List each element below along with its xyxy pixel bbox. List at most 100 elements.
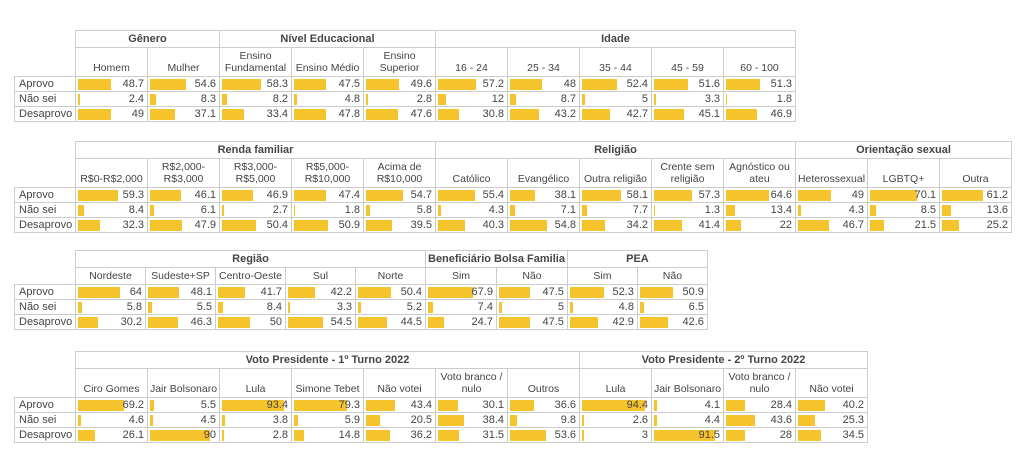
value-cell: 58.1	[579, 187, 652, 203]
value-bar	[366, 190, 403, 201]
value-cell: 48.1	[145, 284, 216, 300]
value-bar	[510, 415, 517, 426]
value-cell: 40.3	[435, 217, 508, 233]
value-bar	[654, 430, 716, 441]
column-header: Homem	[75, 47, 148, 77]
value-text: 43.6	[770, 414, 792, 426]
value-text: 91.5	[698, 429, 720, 441]
group-header: Nível Educacional	[219, 30, 436, 48]
column-header: Outra religião	[579, 158, 652, 188]
value-text: 9.8	[560, 414, 576, 426]
value-bar	[582, 220, 605, 231]
value-text: 47.9	[194, 219, 216, 231]
value-cell: 5	[579, 91, 652, 107]
value-cell: 7.4	[425, 299, 497, 315]
value-text: 20.5	[410, 414, 432, 426]
value-text: 53.6	[554, 429, 576, 441]
table-row: Não sei 8.4 6.1 2.7 1.8 5.8 4.3 7.1 7.7 1.3 13.4 4.…	[14, 202, 1012, 218]
value-bar	[942, 205, 952, 216]
value-bar	[294, 79, 326, 90]
value-cell: 90	[147, 427, 220, 443]
value-text: 48	[563, 78, 576, 90]
corner-cell	[15, 251, 76, 285]
column-header: Não votei	[363, 368, 436, 398]
group-header: Renda familiar	[75, 141, 436, 159]
value-bar	[654, 190, 693, 201]
value-cell: 2.6	[579, 412, 652, 428]
value-text: 13.6	[986, 204, 1008, 216]
column-header: R$2,000-R$3,000	[147, 158, 220, 188]
value-bar	[148, 287, 180, 298]
value-cell: 91.5	[651, 427, 724, 443]
value-text: 5.8	[126, 301, 142, 313]
value-bar	[569, 287, 604, 298]
value-cell: 22	[723, 217, 796, 233]
table-renda-religiao-orientacao: Renda familiar Religião Orientação sexual R…	[14, 141, 1012, 233]
value-text: 3	[641, 429, 648, 441]
value-text: 46.9	[266, 189, 288, 201]
column-header: Não votei	[795, 368, 868, 398]
table-row: Não sei 2.4 8.3 8.2 4.8 2.8 12 8.7 5 3.3 1.8	[14, 91, 796, 107]
value-text: 3.3	[336, 301, 352, 313]
value-text: 50.4	[400, 286, 422, 298]
column-header: Ensino Superior	[363, 47, 436, 77]
value-cell: 2.8	[363, 91, 436, 107]
value-cell: 46.9	[219, 187, 292, 203]
value-bar	[222, 220, 256, 231]
value-cell: 51.3	[723, 76, 796, 92]
value-bar	[78, 94, 80, 105]
column-header: Lula	[579, 368, 652, 398]
column-header: R$3,000-R$5,000	[219, 158, 292, 188]
value-bar	[78, 430, 96, 441]
group-header: Religião	[435, 141, 796, 159]
value-bar	[148, 302, 152, 313]
table-block-voto-presidente: Voto Presidente - 1º Turno 2022 Voto Pres…	[14, 351, 868, 443]
value-bar	[150, 94, 156, 105]
value-text: 5.5	[196, 301, 212, 313]
value-cell: 8.2	[219, 91, 292, 107]
value-text: 8.5	[920, 204, 936, 216]
value-cell: 12	[435, 91, 508, 107]
value-text: 42.9	[612, 316, 634, 328]
table-row: Aprovo 69.2 5.5 93.4 79.3 43.4 30.1 36.6 94.4 4.1…	[14, 397, 868, 413]
value-bar	[438, 430, 460, 441]
value-cell: 50.9	[636, 284, 708, 300]
value-bar	[294, 220, 328, 231]
value-cell: 4.6	[75, 412, 148, 428]
group-header: Idade	[435, 30, 796, 48]
value-bar	[358, 317, 387, 328]
value-cell: 8.5	[867, 202, 940, 218]
value-bar	[218, 287, 246, 298]
row-label: Desaprovo	[14, 427, 76, 443]
column-header: Sim	[425, 267, 497, 285]
value-bar	[150, 79, 187, 90]
value-cell: 38.4	[435, 412, 508, 428]
value-text: 41.4	[698, 219, 720, 231]
value-bar	[654, 109, 685, 120]
value-bar	[150, 190, 181, 201]
value-text: 70.1	[914, 189, 936, 201]
value-cell: 64	[75, 284, 146, 300]
value-bar	[582, 415, 584, 426]
value-bar	[222, 400, 285, 411]
value-cell: 25.2	[939, 217, 1012, 233]
value-cell: 94.4	[579, 397, 652, 413]
value-bar	[366, 94, 368, 105]
value-cell: 4.1	[651, 397, 724, 413]
value-bar	[218, 302, 224, 313]
value-bar	[366, 415, 380, 426]
value-cell: 4.4	[651, 412, 724, 428]
value-text: 4.3	[848, 204, 864, 216]
value-bar	[366, 220, 393, 231]
table-row: Aprovo 64 48.1 41.7 42.2 50.4 67.9 47.5 52.3 50.9	[14, 284, 708, 300]
column-header: Acima de R$10,000	[363, 158, 436, 188]
value-bar	[78, 287, 120, 298]
value-bar	[726, 205, 735, 216]
value-text: 8.2	[272, 93, 288, 105]
table-voto-presidente-2022: Voto Presidente - 1º Turno 2022 Voto Pres…	[14, 351, 868, 443]
table-row: Aprovo 59.3 46.1 46.9 47.4 54.7 55.4 38.1 58.1 57…	[14, 187, 1012, 203]
value-text: 51.3	[770, 78, 792, 90]
value-cell: 25.3	[795, 412, 868, 428]
value-text: 50	[269, 316, 282, 328]
value-text: 36.6	[554, 399, 576, 411]
